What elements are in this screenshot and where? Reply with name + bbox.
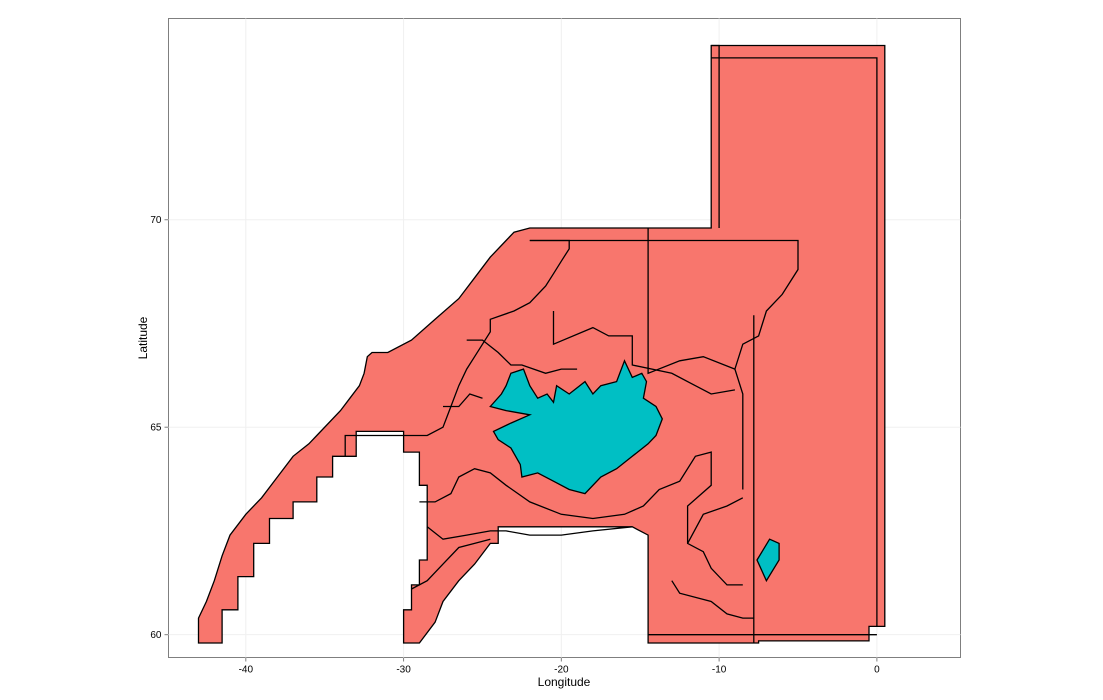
area-boundary-line xyxy=(552,311,736,395)
area-boundary-line xyxy=(443,393,483,408)
iceland-polygon xyxy=(756,538,780,583)
area-boundary-line xyxy=(529,239,799,490)
x-axis-title: Longitude xyxy=(538,675,591,689)
x-tick-label: -20 xyxy=(554,665,569,676)
y-tick-label: 65 xyxy=(150,423,162,434)
area-boundary-line xyxy=(344,239,570,457)
x-axis-ticks: -40 -30 -20 -10 0 xyxy=(239,657,880,676)
area-boundary-line xyxy=(426,526,633,540)
area-boundary-line xyxy=(711,57,878,627)
area-boundaries xyxy=(344,44,878,643)
x-tick-label: -30 xyxy=(396,665,411,676)
y-tick-label: 60 xyxy=(150,630,162,641)
iceland-polygon xyxy=(489,359,664,495)
area-boundary-line xyxy=(411,538,491,590)
x-tick-label: -40 xyxy=(239,665,254,676)
area-boundary-line xyxy=(711,44,720,228)
y-axis-ticks: 60 65 70 xyxy=(150,215,169,641)
area-boundary-line xyxy=(687,497,744,544)
area-boundary-line xyxy=(647,228,736,375)
y-tick-label: 70 xyxy=(150,215,162,226)
x-tick-label: -10 xyxy=(712,665,727,676)
area-boundary-line xyxy=(671,580,754,619)
iceland-layer xyxy=(489,359,780,583)
area-boundary-line xyxy=(466,339,578,374)
x-tick-label: 0 xyxy=(874,665,880,676)
area-boundary-line xyxy=(419,451,743,586)
y-axis-title: Latitude xyxy=(136,316,150,359)
